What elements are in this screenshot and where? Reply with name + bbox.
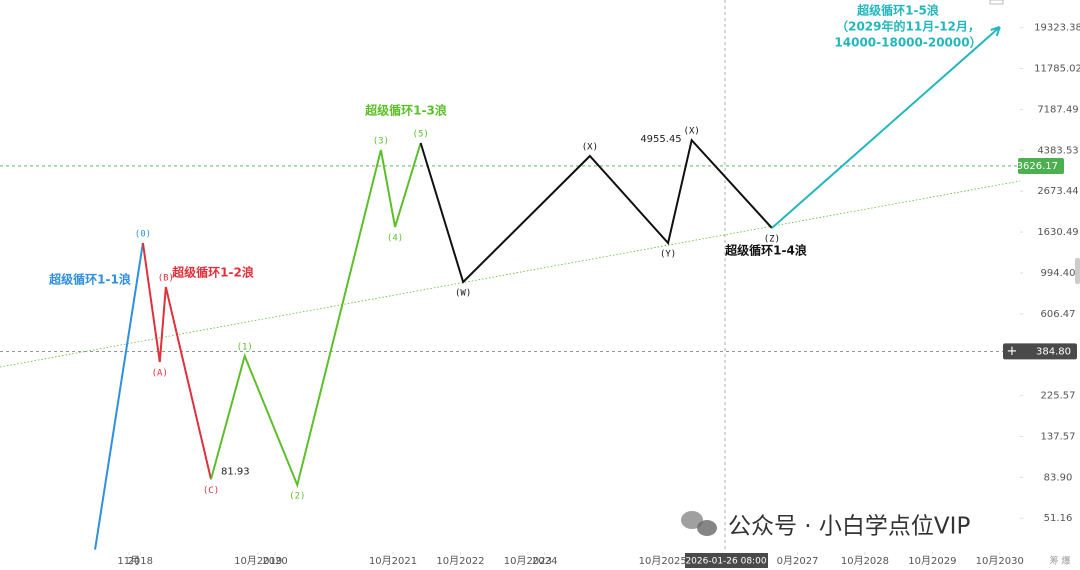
wave-point-label: (C) xyxy=(203,486,219,496)
wave-name: 超级循环1-3浪 xyxy=(364,103,447,118)
y-tick-label: 606.47 xyxy=(1041,309,1076,320)
wave-line xyxy=(771,26,1001,229)
y-tick-label: 83.90 xyxy=(1044,472,1073,483)
arrow-head xyxy=(990,26,1001,37)
x-tick-label: 2024 xyxy=(532,556,557,567)
wave-line xyxy=(141,242,212,480)
y-tick-label: 7187.49 xyxy=(1037,104,1078,115)
wave-note: 14000-18000-20000） xyxy=(834,35,981,50)
wave-name: 超级循环1-2浪 xyxy=(171,265,254,280)
wave-point-label: (B) xyxy=(158,273,174,283)
price-label-box xyxy=(1018,157,1064,174)
wave-note: （2029年的11月-12月， xyxy=(836,19,980,34)
x-tick-label: 2018 xyxy=(127,556,152,567)
x-tick-label: 10月2019 xyxy=(234,555,282,567)
x-tick-label: 11月 xyxy=(117,555,140,567)
y-tick-label: 225.57 xyxy=(1041,391,1076,402)
x-tick-label: 10月2028 xyxy=(841,555,889,567)
wave-point-label: (Y) xyxy=(660,250,676,260)
x-tick-label: 10月2029 xyxy=(908,555,956,567)
crosshair-label: 2026-01-26 08:00 xyxy=(685,557,766,567)
x-tick-label: 10月2025 xyxy=(639,555,687,567)
corner-box xyxy=(989,0,1004,5)
wave-point-label: (A) xyxy=(152,369,168,379)
y-tick-label: 11785.02 xyxy=(1034,64,1080,75)
crosshair-label-box xyxy=(685,553,768,568)
x-tick-label: 10月2030 xyxy=(976,555,1024,567)
wave-point-label: (X) xyxy=(582,143,598,153)
y-tick-label: 51.16 xyxy=(1044,513,1073,524)
trend-line xyxy=(0,180,1021,368)
x-tick-label: 0月2027 xyxy=(777,555,819,567)
wechat-icon xyxy=(681,511,703,529)
watermark-text: 公众号 · 小白学点位VIP xyxy=(728,514,970,540)
wave-point-label: (4) xyxy=(387,233,403,243)
wave-line xyxy=(94,242,144,550)
wave-point-label: (0) xyxy=(135,230,151,240)
wave-name: 超级循环1-4浪 xyxy=(724,243,807,258)
y-tick-label: 2673.44 xyxy=(1037,186,1078,197)
wave-name: 超级循环1-5浪 xyxy=(856,3,939,18)
corner-text: 筹 爆 xyxy=(1050,555,1071,567)
wave-line xyxy=(210,142,422,489)
value-callout: 4955.45 xyxy=(640,134,681,145)
plus-icon: + xyxy=(1007,344,1018,359)
wave-point-label: (Z) xyxy=(764,235,780,245)
wave-point-label: (X) xyxy=(684,127,700,137)
y-tick-label: 19323.38 xyxy=(1034,23,1080,34)
watermark: 公众号 · 小白学点位VIP xyxy=(681,511,970,540)
price-label: 3626.17 xyxy=(1017,161,1058,172)
x-tick-label: 2020 xyxy=(262,556,287,567)
y-tick-label: 137.57 xyxy=(1041,431,1076,442)
wave-point-label: (5) xyxy=(413,130,429,140)
wave-point-label: (1) xyxy=(237,343,253,353)
x-tick-label: 10月2022 xyxy=(436,555,484,567)
x-tick-label: 10月2021 xyxy=(369,555,417,567)
wave-point-label: (3) xyxy=(373,136,389,146)
y-tick-label: 994.40 xyxy=(1041,268,1076,279)
price-label: 384.80 xyxy=(1036,346,1071,357)
wechat-icon xyxy=(697,520,717,536)
wave-point-label: (W) xyxy=(455,289,471,299)
side-tab xyxy=(1075,258,1080,284)
wave-line xyxy=(419,138,773,284)
value-callout: 81.93 xyxy=(221,466,250,477)
y-tick-label: 1630.49 xyxy=(1037,227,1078,238)
price-label-box xyxy=(1003,343,1077,360)
y-tick-label: 4383.53 xyxy=(1037,145,1078,156)
wave-point-label: (2) xyxy=(289,491,305,501)
x-tick-label: 10月2023 xyxy=(504,555,552,567)
wave-name: 超级循环1-1浪 xyxy=(48,272,131,287)
